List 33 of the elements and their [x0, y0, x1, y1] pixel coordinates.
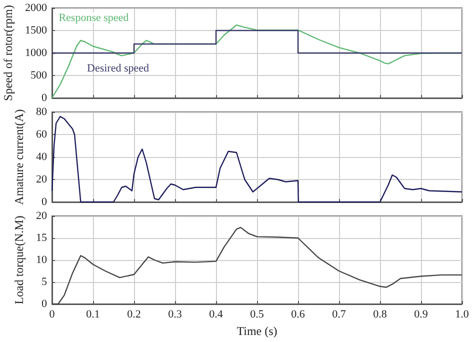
y-tick-label: 500: [30, 70, 48, 82]
x-tick-label: 0.3: [168, 308, 182, 320]
y-tick-label: 20: [36, 174, 48, 186]
y-tick-label: 0: [42, 196, 48, 208]
y-tick-label: 60: [36, 128, 48, 140]
y-axis-title: Amature current(A): [12, 109, 26, 205]
x-axis-title: Time (s): [236, 324, 278, 338]
y-tick-label: 20: [36, 210, 48, 222]
x-tick-label: 0.8: [373, 308, 388, 320]
y-tick-label: 1500: [25, 24, 48, 36]
x-tick-label: 0.6: [291, 308, 306, 320]
x-tick-label: 1.0: [455, 308, 470, 320]
y-tick-label: 40: [36, 151, 48, 163]
x-tick-label: 0.9: [414, 308, 428, 320]
x-tick-label: 0.5: [250, 308, 264, 320]
y-tick-label: 15: [36, 232, 48, 244]
y-tick-label: 2000: [25, 2, 48, 14]
x-tick-label: 0.7: [332, 308, 346, 320]
line-series: [51, 116, 463, 203]
y-tick-label: 10: [36, 254, 48, 266]
text: Response speed: [58, 12, 130, 24]
series-label: Desired speed: [87, 62, 150, 74]
y-tick-label: 0: [42, 298, 48, 310]
y-tick-label: 80: [36, 106, 48, 118]
x-tick-label: 0.4: [209, 308, 224, 320]
y-axis-title: Speed of rotor(rpm): [1, 5, 16, 101]
x-tick-label: 0: [49, 308, 56, 320]
y-tick-label: 0: [42, 92, 48, 104]
y-tick-label: 1000: [25, 47, 48, 59]
y-axis-title: Load torque(N.M): [12, 216, 26, 304]
y-tick-label: 5: [42, 276, 48, 288]
x-tick-label: 0.1: [86, 308, 100, 320]
x-tick-label: 0.2: [127, 308, 141, 320]
